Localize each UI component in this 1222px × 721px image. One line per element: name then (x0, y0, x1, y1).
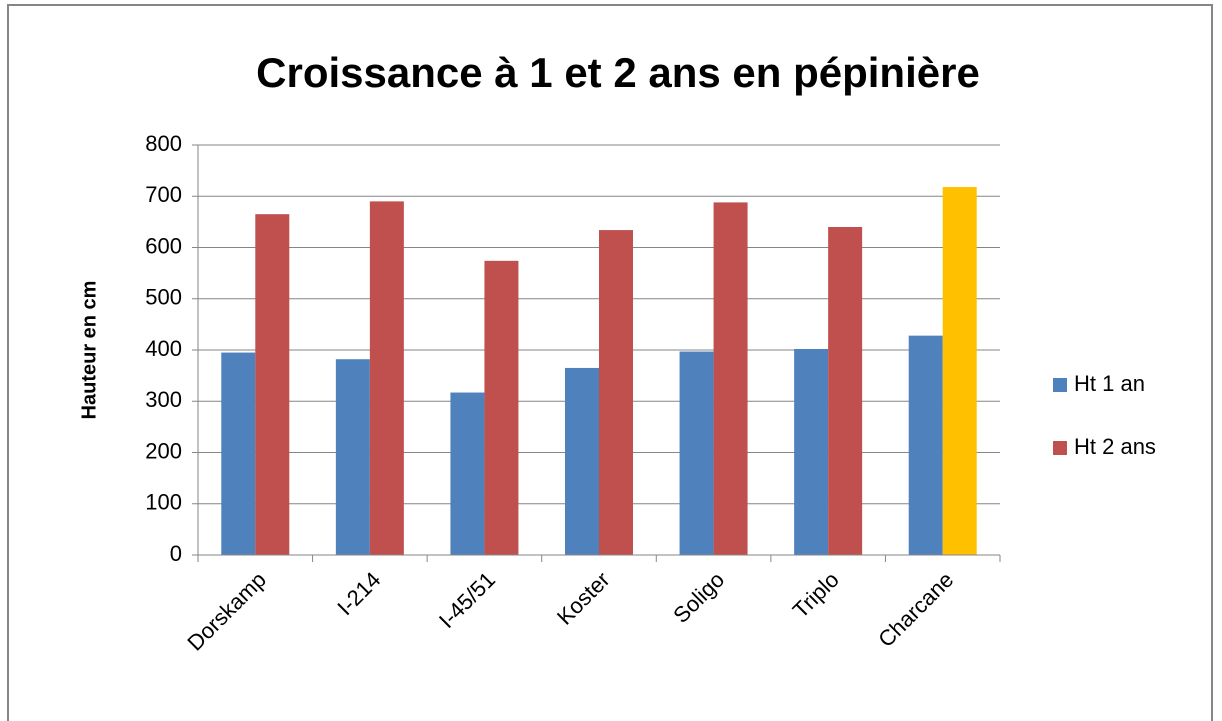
legend-swatch (1053, 378, 1067, 392)
legend-label: Ht 1 an (1074, 371, 1145, 396)
y-tick-label: 800 (145, 131, 182, 156)
bar (679, 351, 714, 555)
bar (484, 260, 519, 555)
legend-swatch (1053, 441, 1067, 455)
bar (335, 359, 370, 555)
bar (828, 227, 863, 555)
bar (599, 230, 633, 555)
y-tick-label: 500 (145, 285, 182, 310)
bar (565, 367, 599, 555)
y-tick-label: 600 (145, 233, 182, 258)
y-tick-label: 300 (145, 387, 182, 412)
bar (794, 348, 829, 555)
y-tick-label: 400 (145, 336, 182, 361)
y-tick-label: 700 (145, 182, 182, 207)
legend-label: Ht 2 ans (1074, 434, 1156, 459)
bar (221, 352, 256, 555)
y-tick-label: 0 (170, 541, 182, 566)
bar (713, 202, 748, 555)
chart-title: Croissance à 1 et 2 ans en pépinière (256, 49, 980, 96)
bar (255, 214, 290, 555)
bar (942, 187, 977, 555)
bar (908, 335, 943, 555)
y-tick-label: 200 (145, 438, 182, 463)
bar (450, 392, 485, 555)
y-axis-label: Hauteur en cm (78, 281, 100, 420)
bar (369, 201, 404, 555)
y-tick-label: 100 (145, 490, 182, 515)
